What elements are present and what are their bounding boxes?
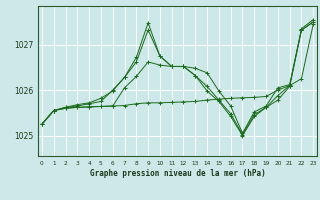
X-axis label: Graphe pression niveau de la mer (hPa): Graphe pression niveau de la mer (hPa) xyxy=(90,169,266,178)
